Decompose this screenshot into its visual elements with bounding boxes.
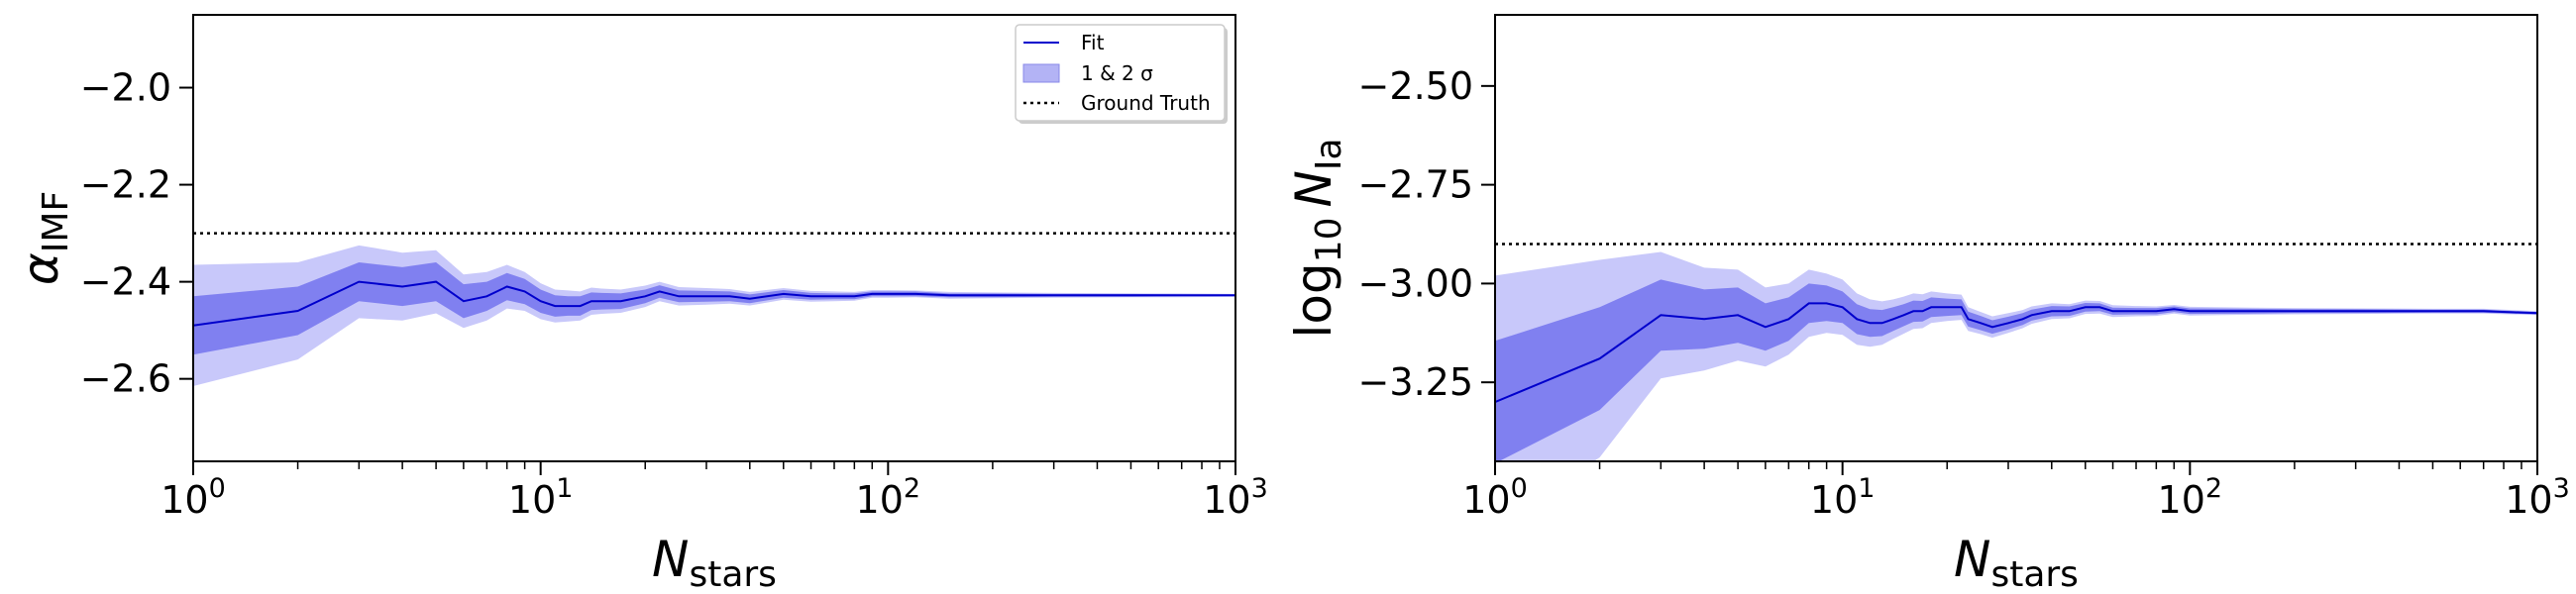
x-axis-label: Nstars xyxy=(1954,531,2079,594)
chart-panel-2: 100 101 102 103 −2.50 −2.75 −3.00 −3.25 Nstars lo… xyxy=(1285,14,2570,594)
chart-panel-1: 100 101 102 103 −2.0 −2.2 −2.4 −2.6 Nstars αIMF Fi… xyxy=(12,14,1268,594)
y-tick-label: −3.00 xyxy=(1358,261,1473,305)
x-tick-label: 100 xyxy=(1462,473,1528,522)
fit-line xyxy=(193,280,1235,327)
legend-box xyxy=(1015,24,1226,122)
legend-label: Fit xyxy=(1081,31,1105,54)
y-tick-label: −2.50 xyxy=(1358,64,1473,108)
axes-frame xyxy=(1494,14,2538,462)
x-tick-label: 101 xyxy=(1810,473,1876,522)
x-axis-label: Nstars xyxy=(652,531,777,594)
y-tick-label: −2.75 xyxy=(1358,163,1473,207)
plot-area xyxy=(193,232,1235,386)
y-axis-label: αIMF xyxy=(12,191,76,285)
y-tick-label: −2.2 xyxy=(80,163,171,207)
legend: Fit 1 & 2 σ Ground Truth xyxy=(1015,24,1228,124)
x-tick-label: 100 xyxy=(161,473,226,522)
y-tick-label: −2.6 xyxy=(80,357,171,401)
y-axis-label: log10 NIa xyxy=(1285,138,1349,338)
y-tick-label: −3.25 xyxy=(1358,360,1473,404)
plot-area xyxy=(1495,243,2537,461)
x-tick-label: 103 xyxy=(1203,473,1268,522)
legend-label: Ground Truth xyxy=(1081,91,1211,115)
y-tick-label: −2.0 xyxy=(80,66,171,110)
fit-line xyxy=(1495,302,2537,404)
x-tick-label: 101 xyxy=(508,473,574,522)
x-tick-label: 102 xyxy=(856,473,921,522)
y-tick-label: −2.4 xyxy=(80,260,171,304)
x-tick-label: 103 xyxy=(2505,473,2570,522)
x-tick-label: 102 xyxy=(2158,473,2223,522)
legend-band-swatch xyxy=(1022,63,1060,83)
axes-frame xyxy=(192,14,1236,462)
sigma1-band xyxy=(1495,279,2537,461)
legend-label: 1 & 2 σ xyxy=(1081,61,1153,85)
sigma1-band xyxy=(193,262,1235,355)
